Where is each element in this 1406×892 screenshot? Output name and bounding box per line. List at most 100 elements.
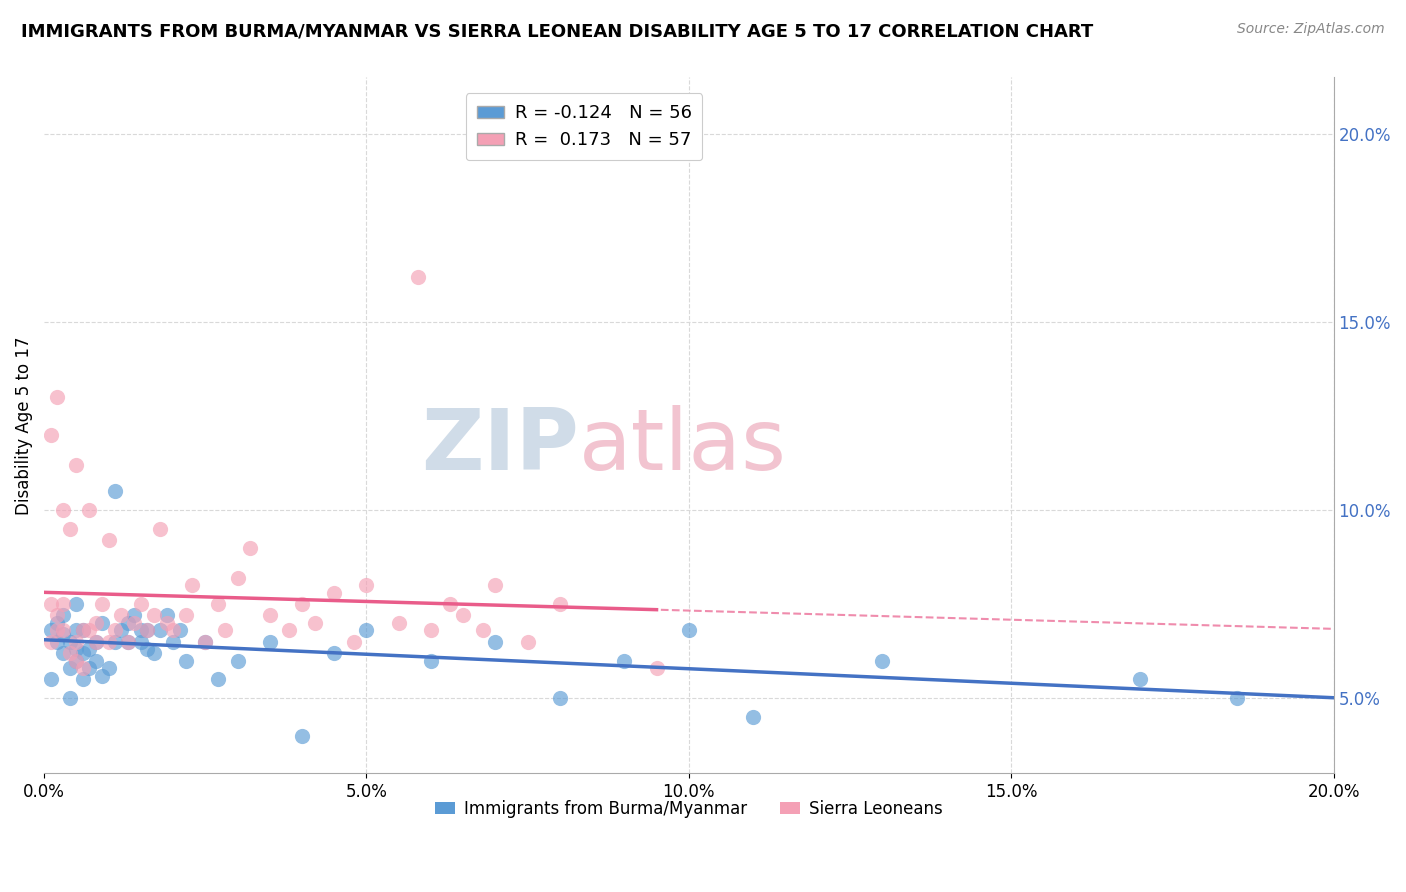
Point — [97, 533, 120, 548]
Point — [39, 673, 62, 687]
Point — [142, 646, 165, 660]
Point — [129, 597, 152, 611]
Point — [142, 608, 165, 623]
Point — [149, 624, 172, 638]
Point — [65, 654, 87, 668]
Point — [52, 624, 75, 638]
Point — [59, 522, 82, 536]
Point — [278, 624, 301, 638]
Point — [174, 654, 197, 668]
Point — [129, 624, 152, 638]
Y-axis label: Disability Age 5 to 17: Disability Age 5 to 17 — [15, 336, 32, 515]
Point — [872, 654, 894, 668]
Point — [39, 597, 62, 611]
Point — [84, 654, 107, 668]
Point — [194, 634, 217, 648]
Text: Source: ZipAtlas.com: Source: ZipAtlas.com — [1237, 22, 1385, 37]
Point — [59, 661, 82, 675]
Point — [91, 668, 114, 682]
Point — [110, 624, 132, 638]
Point — [72, 646, 94, 660]
Point — [406, 269, 429, 284]
Point — [65, 624, 87, 638]
Point — [484, 578, 506, 592]
Point — [548, 691, 571, 706]
Point — [46, 608, 69, 623]
Point — [84, 634, 107, 648]
Point — [124, 608, 146, 623]
Point — [77, 624, 100, 638]
Point — [291, 729, 314, 743]
Point — [77, 661, 100, 675]
Point — [65, 597, 87, 611]
Point — [291, 597, 314, 611]
Point — [65, 642, 87, 657]
Point — [259, 608, 281, 623]
Point — [214, 624, 236, 638]
Point — [110, 608, 132, 623]
Point — [91, 615, 114, 630]
Point — [65, 654, 87, 668]
Point — [174, 608, 197, 623]
Point — [46, 634, 69, 648]
Point — [194, 634, 217, 648]
Legend: Immigrants from Burma/Myanmar, Sierra Leoneans: Immigrants from Burma/Myanmar, Sierra Le… — [429, 793, 949, 824]
Point — [149, 522, 172, 536]
Point — [129, 634, 152, 648]
Point — [548, 597, 571, 611]
Point — [59, 646, 82, 660]
Point — [323, 586, 346, 600]
Point — [72, 624, 94, 638]
Point — [46, 615, 69, 630]
Point — [304, 615, 326, 630]
Point — [59, 634, 82, 648]
Text: ZIP: ZIP — [422, 405, 579, 488]
Text: IMMIGRANTS FROM BURMA/MYANMAR VS SIERRA LEONEAN DISABILITY AGE 5 TO 17 CORRELATI: IMMIGRANTS FROM BURMA/MYANMAR VS SIERRA … — [21, 22, 1094, 40]
Point — [84, 615, 107, 630]
Point — [52, 627, 75, 641]
Point — [1129, 673, 1152, 687]
Point — [342, 634, 364, 648]
Point — [136, 624, 159, 638]
Point — [77, 503, 100, 517]
Point — [451, 608, 474, 623]
Point — [97, 634, 120, 648]
Point — [226, 571, 249, 585]
Point — [72, 661, 94, 675]
Point — [156, 615, 179, 630]
Point — [388, 615, 411, 630]
Point — [72, 673, 94, 687]
Point — [52, 646, 75, 660]
Point — [420, 654, 443, 668]
Point — [259, 634, 281, 648]
Point — [156, 608, 179, 623]
Point — [117, 634, 139, 648]
Point — [72, 624, 94, 638]
Point — [104, 634, 127, 648]
Point — [226, 654, 249, 668]
Point — [39, 624, 62, 638]
Point — [162, 634, 184, 648]
Point — [207, 673, 229, 687]
Point — [39, 634, 62, 648]
Point — [471, 624, 494, 638]
Point — [84, 634, 107, 648]
Point — [91, 597, 114, 611]
Point — [356, 624, 378, 638]
Point — [678, 624, 700, 638]
Point — [52, 503, 75, 517]
Point — [59, 691, 82, 706]
Point — [742, 710, 765, 724]
Point — [39, 427, 62, 442]
Point — [65, 634, 87, 648]
Point — [117, 615, 139, 630]
Point — [52, 597, 75, 611]
Point — [516, 634, 538, 648]
Point — [124, 615, 146, 630]
Point — [439, 597, 461, 611]
Point — [52, 608, 75, 623]
Point — [97, 661, 120, 675]
Point — [46, 624, 69, 638]
Point — [484, 634, 506, 648]
Point — [65, 458, 87, 472]
